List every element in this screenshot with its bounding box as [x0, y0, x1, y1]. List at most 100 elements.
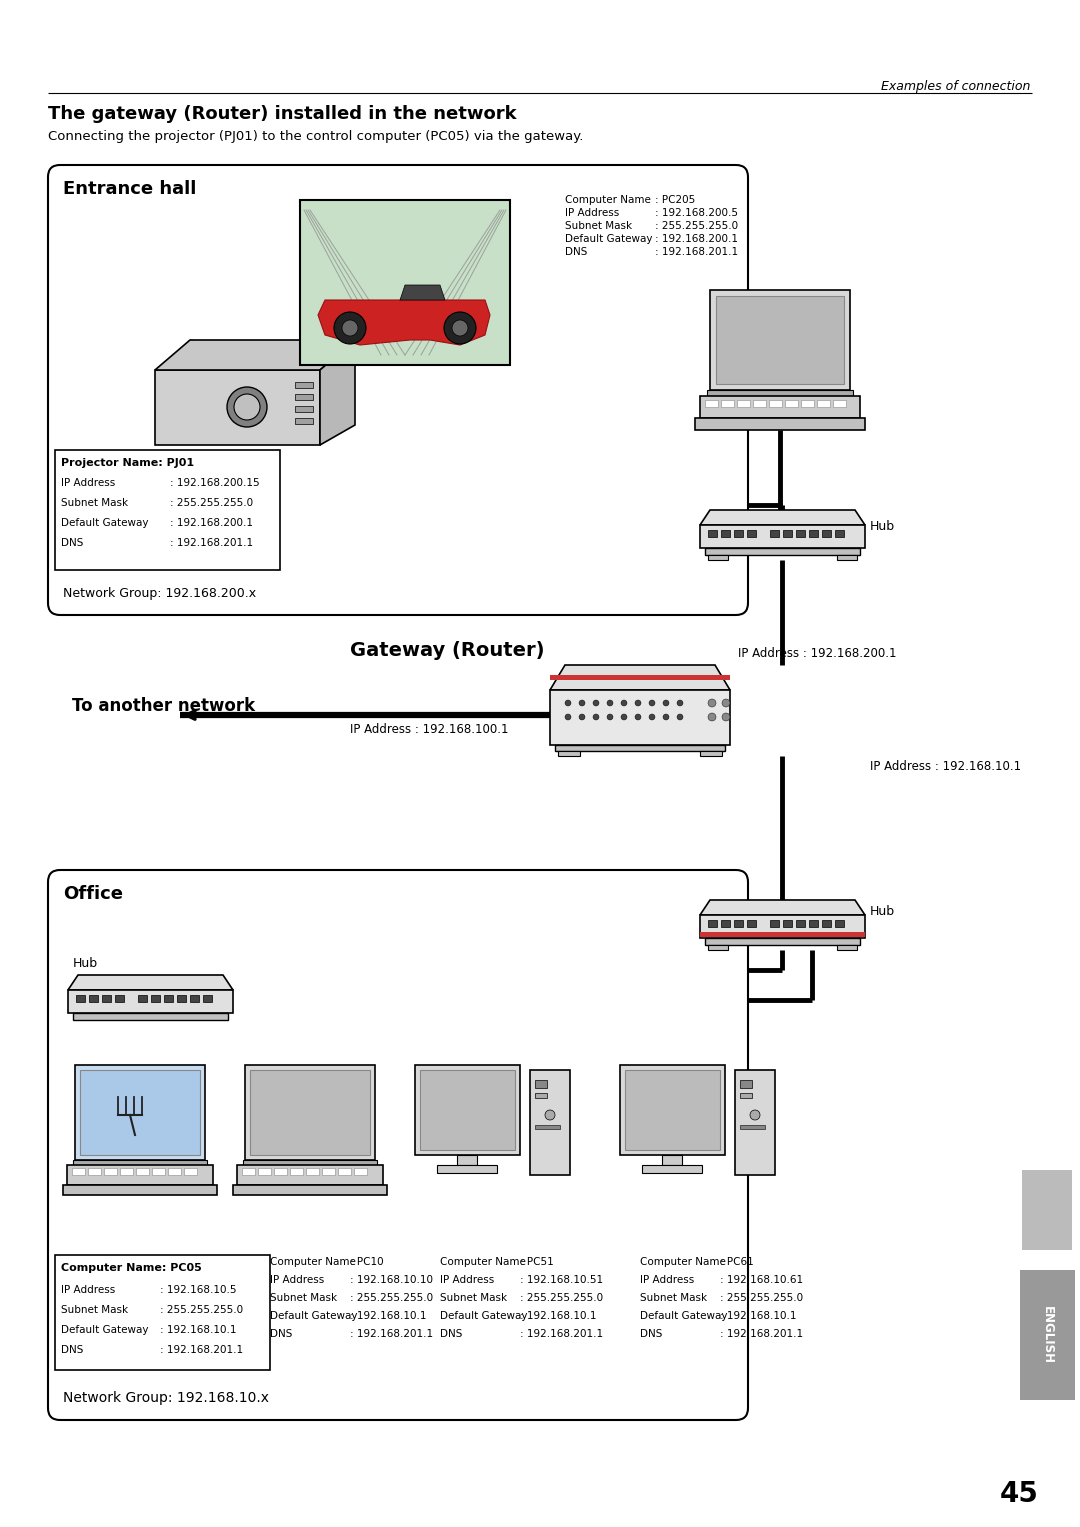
Bar	[835, 530, 843, 538]
Text: Network Group: 192.168.10.x: Network Group: 192.168.10.x	[63, 1391, 269, 1405]
Bar	[415, 1064, 519, 1154]
Bar	[822, 919, 831, 927]
Bar	[700, 395, 860, 418]
Text: : 192.168.200.1: : 192.168.200.1	[170, 518, 253, 528]
Text: Computer Name: Computer Name	[440, 1257, 526, 1267]
Text: IP Address: IP Address	[640, 1275, 694, 1286]
Bar	[550, 675, 730, 680]
Bar	[809, 530, 818, 538]
Bar	[73, 1012, 228, 1020]
Text: Default Gateway: Default Gateway	[440, 1312, 527, 1321]
Bar	[245, 1064, 375, 1161]
Bar	[114, 996, 124, 1002]
Text: DNS: DNS	[640, 1328, 662, 1339]
Circle shape	[565, 699, 571, 705]
Bar	[705, 938, 860, 945]
Text: : 192.168.201.1: : 192.168.201.1	[160, 1345, 243, 1354]
Bar	[73, 1161, 207, 1165]
Text: : 255.255.255.0: : 255.255.255.0	[160, 1306, 243, 1315]
Bar	[822, 530, 831, 538]
Text: IP Address : 192.168.100.1: IP Address : 192.168.100.1	[350, 722, 509, 736]
Polygon shape	[318, 299, 490, 345]
Bar	[642, 1165, 702, 1173]
Circle shape	[677, 699, 683, 705]
Bar	[75, 1064, 205, 1161]
Bar	[625, 1070, 720, 1150]
Text: : 192.168.201.1: : 192.168.201.1	[170, 538, 253, 548]
Text: : 192.168.10.1: : 192.168.10.1	[519, 1312, 596, 1321]
Bar	[242, 1168, 255, 1174]
Bar	[249, 1070, 370, 1154]
Bar	[770, 919, 779, 927]
Bar	[152, 1168, 165, 1174]
Text: : PC61: : PC61	[720, 1257, 754, 1267]
Bar	[700, 525, 865, 548]
Circle shape	[579, 715, 585, 721]
Bar	[295, 418, 313, 425]
Text: Subnet Mask: Subnet Mask	[565, 221, 632, 231]
Text: DNS: DNS	[60, 538, 83, 548]
Bar	[837, 554, 858, 560]
Bar	[662, 1154, 681, 1165]
Text: The gateway (Router) installed in the network: The gateway (Router) installed in the ne…	[48, 105, 516, 124]
Text: : 192.168.10.5: : 192.168.10.5	[160, 1286, 237, 1295]
Text: Default Gateway: Default Gateway	[565, 234, 652, 244]
Circle shape	[635, 699, 642, 705]
Bar	[769, 400, 782, 408]
Bar	[783, 530, 792, 538]
Polygon shape	[700, 510, 865, 525]
Bar	[437, 1165, 497, 1173]
Polygon shape	[156, 341, 355, 370]
Text: Subnet Mask: Subnet Mask	[60, 498, 129, 508]
Text: Network Group: 192.168.200.x: Network Group: 192.168.200.x	[63, 586, 256, 600]
Text: DNS: DNS	[60, 1345, 83, 1354]
Bar	[783, 919, 792, 927]
Bar	[354, 1168, 367, 1174]
Bar	[190, 996, 199, 1002]
Bar	[705, 548, 860, 554]
Text: IP Address: IP Address	[60, 478, 116, 489]
Text: : 192.168.10.10: : 192.168.10.10	[350, 1275, 433, 1286]
Text: : 192.168.200.5: : 192.168.200.5	[654, 208, 738, 218]
Text: Subnet Mask: Subnet Mask	[270, 1293, 337, 1303]
Polygon shape	[320, 341, 355, 444]
Bar	[770, 530, 779, 538]
Circle shape	[334, 312, 366, 344]
Circle shape	[708, 713, 716, 721]
Bar	[243, 1161, 377, 1165]
Bar	[156, 370, 320, 444]
Bar	[708, 919, 717, 927]
Text: Computer Name: PC05: Computer Name: PC05	[60, 1263, 202, 1274]
Text: : PC51: : PC51	[519, 1257, 554, 1267]
Bar	[291, 1168, 303, 1174]
Bar	[705, 400, 718, 408]
Circle shape	[708, 699, 716, 707]
Bar	[833, 400, 846, 408]
Bar	[68, 989, 233, 1012]
Text: Computer Name: Computer Name	[640, 1257, 726, 1267]
Bar	[76, 996, 85, 1002]
Bar	[1020, 1270, 1075, 1400]
Circle shape	[649, 699, 654, 705]
Bar	[734, 530, 743, 538]
Text: : 192.168.10.1: : 192.168.10.1	[350, 1312, 427, 1321]
Bar	[735, 1070, 775, 1174]
Text: DNS: DNS	[565, 247, 588, 257]
Circle shape	[593, 699, 599, 705]
Text: Gateway (Router): Gateway (Router)	[351, 641, 545, 660]
Bar	[700, 931, 865, 938]
Polygon shape	[400, 286, 445, 299]
Bar	[104, 1168, 117, 1174]
Bar	[168, 1168, 181, 1174]
Text: IP Address: IP Address	[60, 1286, 116, 1295]
Text: Connecting the projector (PJ01) to the control computer (PC05) via the gateway.: Connecting the projector (PJ01) to the c…	[48, 130, 583, 144]
Bar	[737, 400, 750, 408]
Text: Default Gateway: Default Gateway	[60, 518, 149, 528]
Text: IP Address : 192.168.200.1: IP Address : 192.168.200.1	[738, 647, 896, 660]
Bar	[295, 406, 313, 412]
Circle shape	[635, 715, 642, 721]
Text: : 192.168.200.1: : 192.168.200.1	[654, 234, 738, 244]
Bar	[708, 530, 717, 538]
Bar	[700, 751, 723, 756]
Text: DNS: DNS	[270, 1328, 293, 1339]
